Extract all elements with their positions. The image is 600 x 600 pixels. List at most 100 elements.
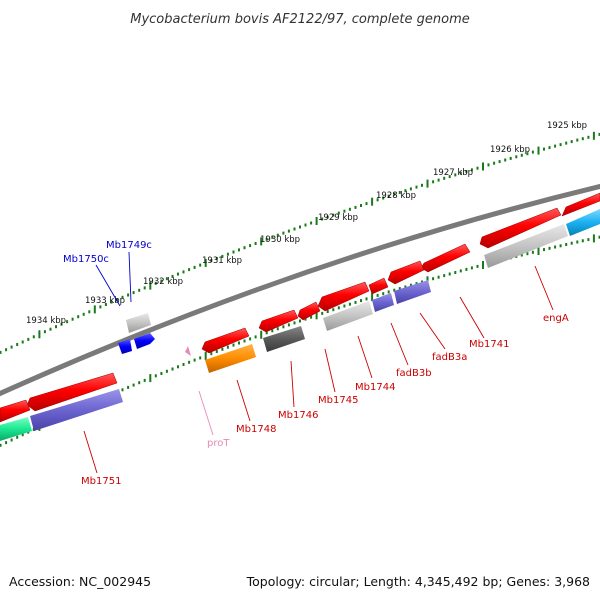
minor-tick [393,288,396,292]
gene-arrow-mb1749c[interactable] [134,333,155,349]
minor-tick [143,286,146,290]
major-tick [371,197,374,206]
minor-tick [226,345,229,349]
minor-tick [71,317,74,321]
minor-tick [287,229,290,233]
gene-arrow-mb1751-b[interactable] [0,399,31,423]
minor-tick [565,141,568,145]
minor-tick [376,198,379,202]
minor-tick [465,267,468,271]
minor-tick [415,282,418,286]
major-tick [592,234,595,243]
minor-tick [459,269,462,273]
minor-tick [88,310,91,314]
minor-tick [221,347,224,351]
minor-tick [171,367,174,371]
minor-tick [443,176,446,180]
minor-tick [470,168,473,172]
minor-tick [348,302,351,306]
gene-arrow-mb1745[interactable] [368,277,389,295]
minor-tick [0,350,2,354]
major-tick [204,351,207,360]
gene-label-mb1741: Mb1741 [469,339,509,350]
minor-tick [210,259,213,263]
minor-tick [310,221,313,225]
minor-tick [282,325,285,329]
minor-tick [293,321,296,325]
gene-arrow-mb1748[interactable] [201,327,250,354]
minor-tick [448,272,451,276]
minor-tick [99,305,102,309]
minor-tick [232,343,235,347]
gene-arrow-mb1746[interactable] [297,301,321,321]
minor-tick [16,343,19,346]
minor-tick [570,140,573,144]
minor-tick [581,239,584,243]
minor-tick [287,323,290,327]
minor-tick [598,235,600,239]
minor-tick [304,223,307,227]
purple-feature-mb1751 [30,389,123,431]
minor-tick [343,304,346,308]
minor-tick [299,225,301,229]
minor-tick [154,281,157,285]
minor-tick [531,150,534,154]
minor-tick [243,246,246,250]
homology-features [0,209,600,441]
minor-tick [199,356,202,360]
minor-tick [387,290,390,294]
minor-tick [165,369,168,373]
minor-tick [215,257,218,260]
minor-tick [454,173,457,177]
kbp-label-1927: 1927 kbp [433,168,473,178]
major-tick [537,146,540,155]
minor-tick [138,288,141,292]
minor-tick [177,365,179,369]
minor-tick [581,137,584,141]
major-tick [592,131,595,140]
minor-tick [177,272,179,276]
gene-arrow-mb1741[interactable] [561,192,600,217]
label-leaders [83,251,554,474]
minor-tick [238,248,240,252]
kbp-label-1934: 1934 kbp [26,316,66,326]
major-tick [93,305,96,314]
minor-tick [587,135,590,139]
minor-tick [465,170,468,173]
minor-tick [520,153,523,157]
minor-tick [432,277,435,281]
minor-tick [10,438,13,442]
minor-tick [493,161,496,165]
minor-tick [543,248,545,252]
kbp-label-1931: 1931 kbp [202,256,242,266]
minor-tick [110,300,113,304]
minor-tick [121,295,124,299]
minor-tick [587,238,590,242]
gene-arrow-mb1744[interactable] [387,260,425,285]
minor-tick [182,363,185,366]
gene-arrow-mb1746-b[interactable] [258,309,299,333]
minor-tick [55,325,57,329]
gene-arrow-mb1745-b[interactable] [317,281,370,312]
minor-tick [565,243,568,246]
minor-tick [515,155,518,159]
minor-tick [376,293,379,297]
minor-tick [165,277,168,281]
minor-tick [138,381,141,385]
gene-arrow-prot[interactable] [185,346,191,356]
minor-tick [127,385,130,389]
minor-tick [576,138,579,142]
major-tick [371,293,374,302]
minor-tick [443,274,446,278]
gene-arrow-mb1741-b[interactable] [479,207,562,249]
minor-tick [221,254,224,258]
minor-tick [382,196,385,200]
minor-tick [404,285,407,289]
minor-tick [21,340,24,344]
minor-tick [382,292,385,296]
gene-arrow-mb1750c[interactable] [118,339,132,354]
minor-tick [432,180,435,184]
gene-arrow-fadB3a[interactable] [420,243,471,273]
accession-text: Accession: NC_002945 [9,574,151,589]
genome-summary-text: Topology: circular; Length: 4,345,492 bp… [246,574,590,589]
